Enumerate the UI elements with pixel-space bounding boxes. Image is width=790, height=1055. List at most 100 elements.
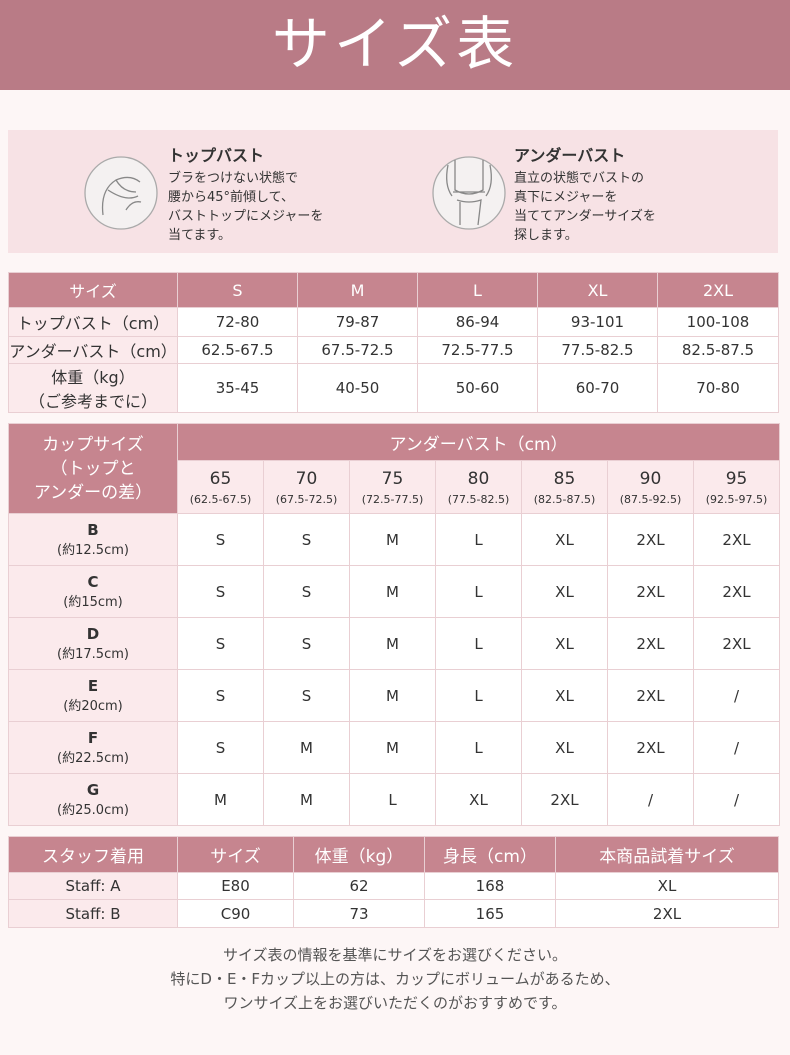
cell-line: 体重（kg）: [51, 368, 135, 387]
header-cell: XL: [537, 272, 658, 308]
row: C (約15cm) S S M L XL 2XL 2XL: [8, 565, 781, 618]
group-header: アンダーバスト（cm）: [176, 423, 781, 461]
band-value: 65: [209, 468, 232, 489]
cell: L: [435, 565, 522, 618]
cell: 77.5-82.5: [537, 336, 658, 364]
cup-diff: (約12.5cm): [57, 543, 129, 558]
corner-cell: カップサイズ （トップと アンダーの差）: [8, 423, 178, 514]
row: Staff: B C90 73 165 2XL: [8, 899, 779, 928]
header-cell: サイズ: [8, 272, 178, 308]
row: D (約17.5cm) S S M L XL 2XL 2XL: [8, 617, 781, 670]
cell: 2XL: [607, 617, 694, 670]
cell: S: [263, 669, 350, 722]
header-cell: 本商品試着サイズ: [555, 836, 779, 873]
cell: 62.5-67.5: [177, 336, 298, 364]
cell: 100-108: [657, 307, 779, 337]
cell: 2XL: [692, 617, 781, 670]
measure-line: バストトップにメジャーを: [168, 209, 324, 224]
size-table: サイズ S M L XL 2XL トップバスト（cm） 72-80 79-87 86-94 93-1…: [8, 272, 779, 413]
cup-diff: (約22.5cm): [57, 751, 129, 766]
cup-diff: (約25.0cm): [57, 803, 129, 818]
band-value: 75: [381, 468, 404, 489]
cell: 40-50: [297, 363, 418, 413]
cell: C90: [177, 899, 294, 928]
measure-line: 真下にメジャーを: [514, 190, 618, 205]
cell-line: アンダーバスト（cm）: [9, 342, 177, 361]
cell: M: [349, 617, 436, 670]
cell: /: [692, 669, 781, 722]
band-row: 65 (62.5-67.5) 70 (67.5-72.5) 75 (72.5-77.5) 8…: [9, 460, 781, 514]
row-label: Staff: A: [8, 872, 178, 900]
cell: S: [263, 565, 350, 618]
row: F (約22.5cm) S M M L XL 2XL /: [8, 721, 781, 774]
header-cell: サイズ: [177, 836, 294, 873]
cell: M: [263, 773, 350, 826]
cup: D: [86, 625, 100, 643]
row-label: F (約22.5cm): [8, 721, 178, 774]
band-cell: 70 (67.5-72.5): [263, 460, 350, 514]
row-label: D (約17.5cm): [8, 617, 178, 670]
row-label: アンダーバスト（cm）: [8, 336, 178, 364]
cell: S: [177, 617, 264, 670]
cup: F: [87, 729, 99, 747]
band-range: (82.5-87.5): [533, 492, 596, 506]
measure-line: 当てます。: [168, 228, 232, 243]
cup-diff: (約20cm): [63, 699, 123, 714]
row: アンダーバスト（cm） 62.5-67.5 67.5-72.5 72.5-77.5 77…: [8, 336, 779, 364]
row: 体重（kg） （ご参考までに） 35-45 40-50 50-60 60-70 70-80: [8, 363, 779, 413]
cell: M: [349, 513, 436, 566]
footer: サイズ表の情報を基準にサイズをお選びください。 特にD・E・Fカップ以上の方は、カ…: [0, 943, 790, 1015]
header-cell: M: [297, 272, 418, 308]
cell: M: [349, 669, 436, 722]
band-range: (87.5-92.5): [619, 492, 682, 506]
cup-table: カップサイズ （トップと アンダーの差） アンダーバスト（cm） 65 (62.5-67.…: [8, 423, 781, 826]
cell: 72.5-77.5: [417, 336, 538, 364]
cell: /: [692, 721, 781, 774]
band-range: (92.5-97.5): [705, 492, 768, 506]
cell: XL: [521, 513, 608, 566]
cell: 60-70: [537, 363, 658, 413]
band-range: (62.5-67.5): [189, 492, 252, 506]
cell: 82.5-87.5: [657, 336, 779, 364]
band-value: 90: [639, 468, 662, 489]
cell: 72-80: [177, 307, 298, 337]
measure-line: ブラをつけない状態で: [168, 171, 299, 186]
band-cell: 65 (62.5-67.5): [177, 460, 264, 514]
cup-diff: (約15cm): [63, 595, 123, 610]
header-row: サイズ S M L XL 2XL: [8, 272, 779, 308]
cell: 2XL: [692, 565, 781, 618]
cell: E80: [177, 872, 294, 900]
measure-title: アンダーバスト: [514, 146, 626, 165]
band-cell: 80 (77.5-82.5): [435, 460, 522, 514]
cell: 168: [424, 872, 556, 900]
row: トップバスト（cm） 72-80 79-87 86-94 93-101 100-108: [8, 307, 779, 337]
row: G (約25.0cm) M M L XL 2XL / /: [8, 773, 781, 826]
cell: S: [263, 617, 350, 670]
footer-line: ワンサイズ上をお選びいただくのがおすすめです。: [223, 994, 567, 1012]
cell: L: [349, 773, 436, 826]
cell-line: （トップと: [50, 458, 136, 479]
cell: XL: [435, 773, 522, 826]
cell: 70-80: [657, 363, 779, 413]
header-cell: 2XL: [657, 272, 779, 308]
cell: S: [263, 513, 350, 566]
row: B (約12.5cm) S S M L XL 2XL 2XL: [8, 513, 781, 566]
cell: S: [177, 513, 264, 566]
band-value: 70: [295, 468, 318, 489]
band-cell: 95 (92.5-97.5): [692, 460, 781, 514]
cell: S: [177, 721, 264, 774]
cell: XL: [521, 721, 608, 774]
cell: /: [692, 773, 781, 826]
cell: 79-87: [297, 307, 418, 337]
cell: 62: [293, 872, 425, 900]
measure-top: トップバスト ブラをつけない状態で 腰から45°前傾して、 バストトップにメジャ…: [168, 142, 323, 245]
band-cell: 75 (72.5-77.5): [349, 460, 436, 514]
cell: 2XL: [555, 899, 779, 928]
cell: XL: [521, 669, 608, 722]
measure-box: トップバスト ブラをつけない状態で 腰から45°前傾して、 バストトップにメジャ…: [8, 130, 778, 253]
cell: 165: [424, 899, 556, 928]
cell-line: トップバスト（cm）: [16, 314, 170, 333]
cell: M: [349, 565, 436, 618]
cell: S: [177, 669, 264, 722]
